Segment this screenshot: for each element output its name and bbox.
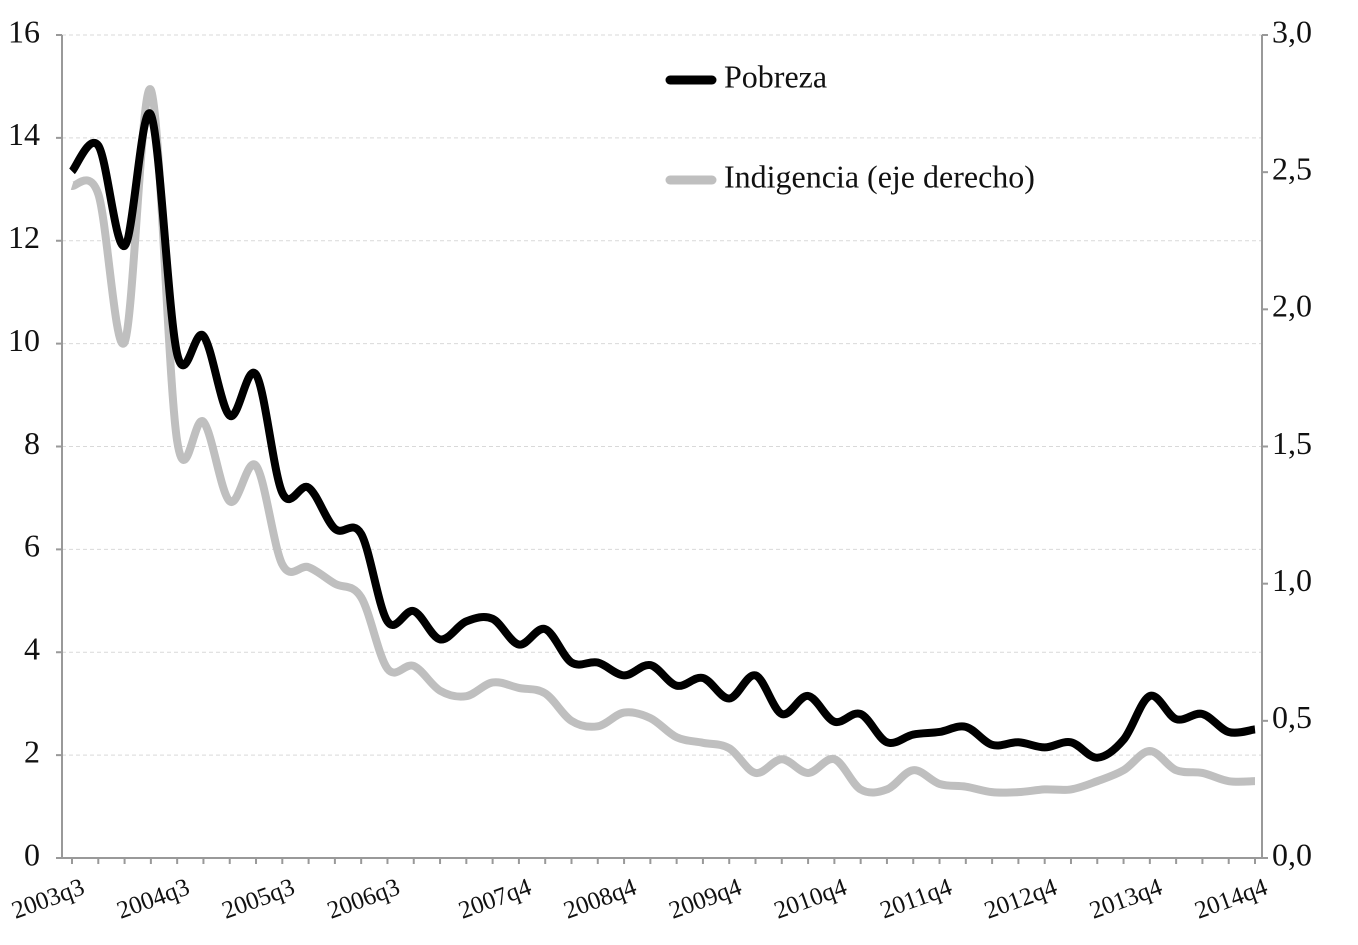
y-tick-label: 4 xyxy=(24,631,40,667)
x-tick-label: 2004q3 xyxy=(113,874,193,925)
y2-tick-label: 2,5 xyxy=(1272,151,1312,187)
series-line xyxy=(68,109,1256,762)
y-tick-label: 16 xyxy=(8,13,40,49)
x-tick-label: 2012q4 xyxy=(981,873,1061,924)
x-tick-label: 2010q4 xyxy=(771,873,851,924)
y2-tick-label: 2,0 xyxy=(1272,288,1312,324)
legend-label: Indigencia (eje derecho) xyxy=(724,158,1035,194)
y-tick-label: 6 xyxy=(24,528,40,564)
x-tick-label: 2007q4 xyxy=(455,873,535,924)
series-line xyxy=(70,85,1256,797)
legend-label: Pobreza xyxy=(724,58,827,94)
x-tick-label: 2013q4 xyxy=(1086,873,1166,924)
x-tick-label: 2003q3 xyxy=(8,874,88,925)
y2-tick-label: 1,0 xyxy=(1272,562,1312,598)
y-tick-label: 0 xyxy=(24,836,40,872)
y-tick-label: 12 xyxy=(8,219,40,255)
y-tick-label: 8 xyxy=(24,425,40,461)
y2-tick-label: 0,0 xyxy=(1272,836,1312,872)
x-tick-label: 2008q4 xyxy=(560,873,640,924)
y2-tick-label: 1,5 xyxy=(1272,425,1312,461)
x-tick-label: 2014q4 xyxy=(1191,873,1271,924)
y2-tick-label: 3,0 xyxy=(1272,13,1312,49)
y-tick-label: 2 xyxy=(24,733,40,769)
x-tick-label: 2006q3 xyxy=(324,874,404,925)
x-tick-label: 2009q4 xyxy=(666,873,746,924)
y2-tick-label: 0,5 xyxy=(1272,699,1312,735)
x-tick-label: 2011q4 xyxy=(877,873,956,924)
x-tick-label: 2005q3 xyxy=(219,874,299,925)
y-tick-label: 10 xyxy=(8,322,40,358)
y-tick-label: 14 xyxy=(8,116,40,152)
